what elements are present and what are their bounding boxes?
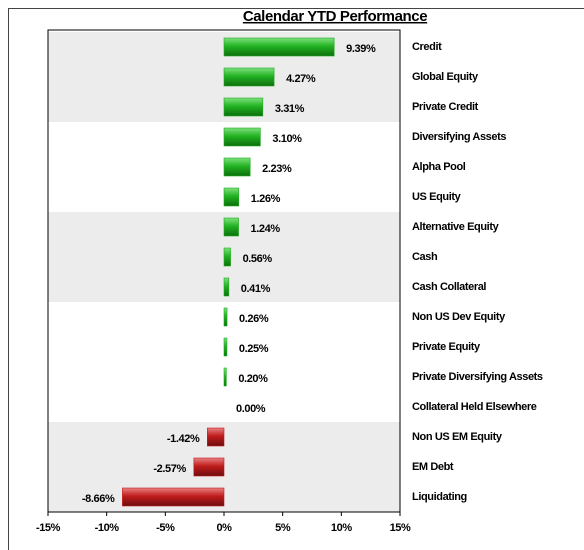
value-label: 9.39% bbox=[346, 43, 376, 55]
frame bbox=[8, 8, 584, 550]
bar bbox=[223, 337, 228, 357]
value-label: 1.26% bbox=[251, 193, 281, 205]
bar bbox=[223, 37, 335, 57]
category-label: Collateral Held Elsewhere bbox=[412, 401, 537, 413]
category-label: Global Equity bbox=[412, 71, 479, 83]
value-label: 0.00% bbox=[236, 403, 266, 415]
category-label: Liquidating bbox=[412, 491, 467, 503]
category-label: Non US Dev Equity bbox=[412, 311, 506, 323]
category-label: US Equity bbox=[412, 191, 462, 203]
bar bbox=[223, 217, 239, 237]
value-label: 3.31% bbox=[275, 103, 305, 115]
x-tick-label: 10% bbox=[331, 522, 352, 534]
bar bbox=[223, 157, 251, 177]
x-tick-label: 5% bbox=[275, 522, 291, 534]
category-label: Private Credit bbox=[412, 101, 479, 113]
x-tick-label: 15% bbox=[390, 522, 411, 534]
bar bbox=[207, 427, 225, 447]
category-label: Cash Collateral bbox=[412, 281, 486, 293]
category-label: Diversifying Assets bbox=[412, 131, 506, 143]
bar bbox=[122, 487, 225, 507]
x-tick-label: -15% bbox=[36, 522, 61, 534]
x-tick-label: -5% bbox=[156, 522, 175, 534]
bar bbox=[223, 307, 228, 327]
value-label: 0.25% bbox=[239, 343, 269, 355]
bar bbox=[193, 457, 225, 477]
value-label: -1.42% bbox=[167, 433, 200, 445]
x-tick-label: -10% bbox=[95, 522, 120, 534]
bar bbox=[223, 247, 231, 267]
value-label: 1.24% bbox=[251, 223, 281, 235]
value-label: 3.10% bbox=[272, 133, 302, 145]
bar bbox=[223, 187, 240, 207]
category-label: Cash bbox=[412, 251, 438, 263]
bar bbox=[223, 97, 264, 117]
category-label: Credit bbox=[412, 41, 442, 53]
category-label: EM Debt bbox=[412, 461, 454, 473]
bar bbox=[223, 127, 261, 147]
value-label: -2.57% bbox=[153, 463, 186, 475]
value-label: -8.66% bbox=[82, 493, 115, 505]
bar bbox=[223, 277, 230, 297]
category-label: Non US EM Equity bbox=[412, 431, 503, 443]
value-label: 2.23% bbox=[262, 163, 292, 175]
category-label: Private Equity bbox=[412, 341, 481, 353]
value-label: 0.26% bbox=[239, 313, 269, 325]
chart-title: Calendar YTD Performance bbox=[243, 8, 427, 25]
x-tick-label: 0% bbox=[216, 522, 232, 534]
bar bbox=[223, 367, 227, 387]
category-label: Alpha Pool bbox=[412, 161, 466, 173]
category-label: Private Diversifying Assets bbox=[412, 371, 543, 383]
bar bbox=[223, 67, 275, 87]
value-label: 0.41% bbox=[241, 283, 271, 295]
value-label: 4.27% bbox=[286, 73, 316, 85]
value-label: 0.56% bbox=[243, 253, 273, 265]
value-label: 0.20% bbox=[238, 373, 268, 385]
category-label: Alternative Equity bbox=[412, 221, 500, 233]
